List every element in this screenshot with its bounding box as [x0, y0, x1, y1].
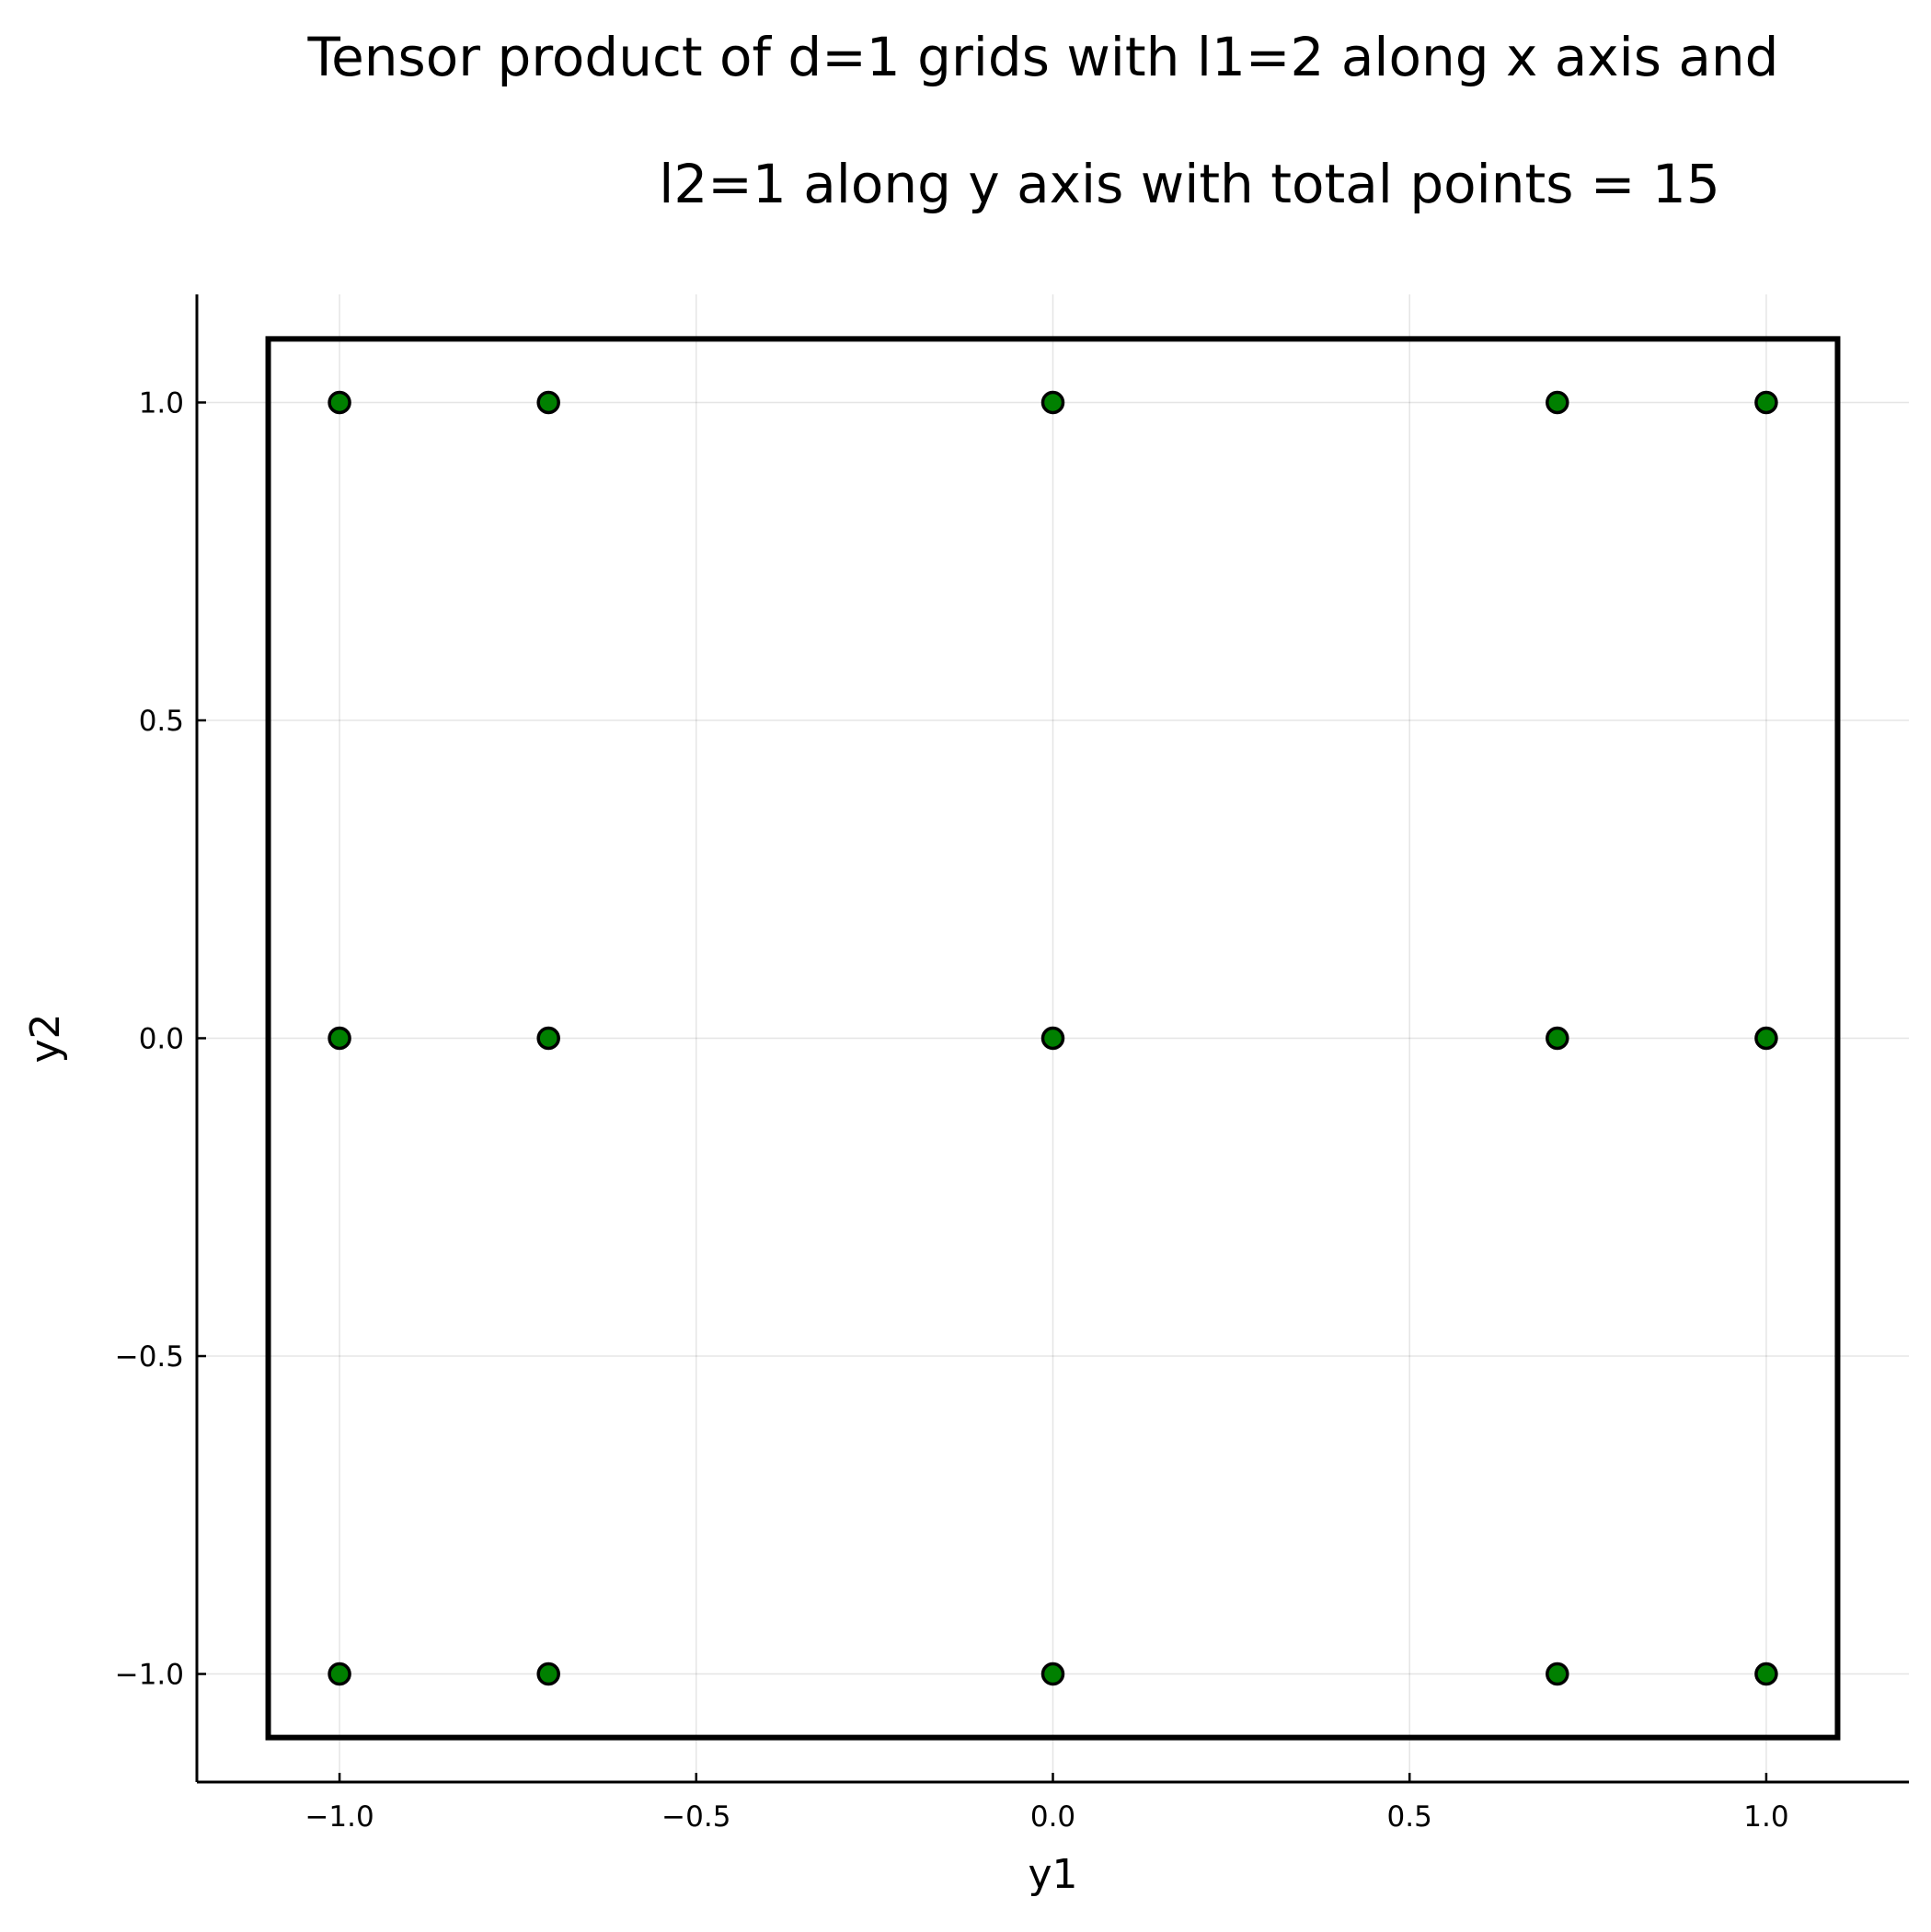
data-point-0-4 [1754, 390, 1778, 415]
data-point-0-5 [328, 1026, 351, 1051]
tick-labels: −1.0 −0.5 0.0 0.5 1.0 −1.0 −0.5 0.0 0.5 1.0 [115, 386, 1789, 1834]
y-tick-label-0: −1.0 [115, 1659, 184, 1692]
title-line-2: l2=1 along y axis with total points = 15 [659, 153, 1719, 215]
y-tick-label-4: 1.0 [139, 386, 184, 420]
data-point-0-12 [1040, 1662, 1065, 1686]
x-tick-label-2: 0.0 [1030, 1800, 1075, 1834]
x-axis-label: y1 [1028, 1851, 1077, 1898]
data-point-0-9 [1754, 1026, 1778, 1051]
x-tick-label-1: −0.5 [661, 1800, 730, 1834]
data-point-0-1 [536, 390, 560, 415]
x-tick-label-3: 0.5 [1387, 1800, 1432, 1834]
data-point-0-3 [1546, 390, 1569, 415]
domain-rectangle [265, 336, 1841, 1741]
axis-labels: y1 y2 [22, 1013, 1078, 1898]
x-tick-label-4: 1.0 [1743, 1800, 1788, 1834]
data-point-0-7 [1040, 1026, 1065, 1051]
data-point-0-0 [328, 390, 351, 415]
data-point-0-6 [536, 1026, 560, 1051]
data-point-0-11 [536, 1662, 560, 1686]
y-tick-label-2: 0.0 [139, 1023, 184, 1056]
data-point-0-10 [328, 1662, 351, 1686]
data-point-0-8 [1546, 1026, 1569, 1051]
y-tick-label-1: −0.5 [115, 1340, 184, 1374]
title-line-1: Tensor product of d=1 grids with l1=2 al… [307, 26, 1779, 88]
boundary-rectangle-0 [265, 336, 1841, 1741]
axes [195, 294, 1909, 1784]
data-point-0-13 [1546, 1662, 1569, 1686]
x-tick-label-0: −1.0 [305, 1800, 374, 1834]
data-point-0-14 [1754, 1662, 1778, 1686]
data-point-0-2 [1040, 390, 1065, 415]
y-axis-label: y2 [22, 1013, 69, 1063]
data-points [328, 390, 1778, 1686]
y-tick-label-3: 0.5 [139, 705, 184, 738]
chart-title: Tensor product of d=1 grids with l1=2 al… [307, 26, 1779, 215]
